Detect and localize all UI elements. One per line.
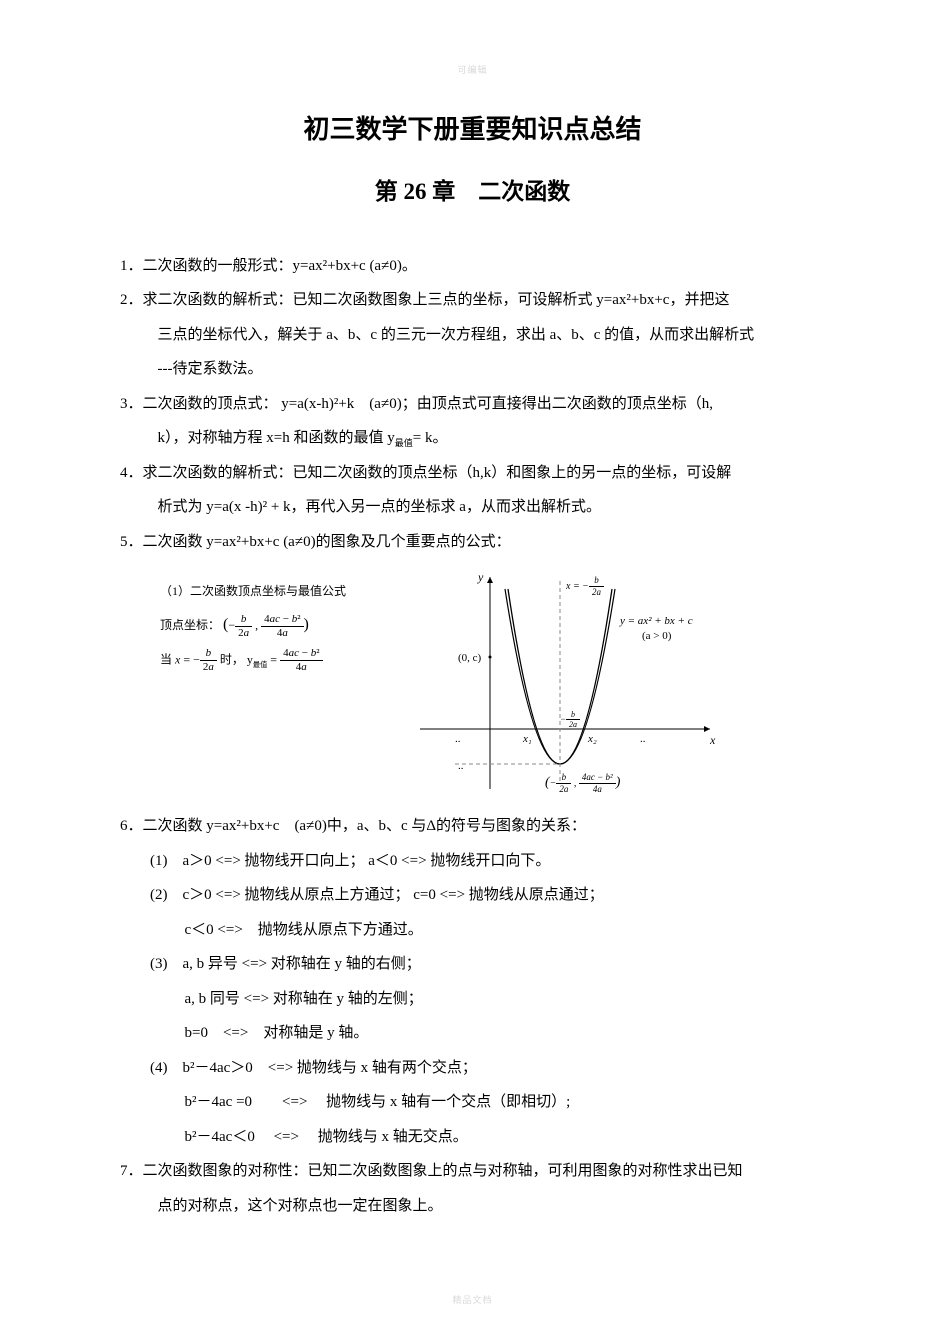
point-3b-text: k），对称轴方程 x=h 和函数的最值 y	[158, 430, 395, 446]
point-3-cont: k），对称轴方程 x=h 和函数的最值 y最值= k。	[120, 421, 825, 456]
point-3b-sub: 最值	[395, 438, 413, 448]
watermark-bottom: 精品文档	[452, 1290, 492, 1311]
point-4-cont: 析式为 y=a(x -h)² + k，再代入另一点的坐标求 a，从而求出解析式。	[120, 490, 825, 525]
dash-vertex: ..	[458, 760, 464, 772]
eq-sign: =	[270, 653, 277, 667]
y-intercept-label: (0, c)	[458, 652, 482, 664]
point-6-4c: b²－4ac＜0 <=> 抛物线与 x 轴无交点。	[120, 1120, 825, 1155]
x-axis-label: x	[709, 733, 716, 747]
point-6: 6．二次函数 y=ax²+bx+c (a≠0)中，a、b、c 与Δ的符号与图象的…	[120, 809, 825, 844]
formula-caption: （1）二次函数顶点坐标与最值公式	[160, 579, 400, 603]
point-6-3b: a, b 同号 <=> 对称轴在 y 轴的左侧；	[120, 982, 825, 1017]
point-6-4b: b²－4ac =0 <=> 抛物线与 x 轴有一个交点（即相切）;	[120, 1085, 825, 1120]
watermark-top: 可编辑	[457, 60, 487, 81]
point-6-4: (4) b²－4ac＞0 <=> 抛物线与 x 轴有两个交点；	[120, 1051, 825, 1086]
dash-right: ..	[640, 733, 646, 745]
point-6-2b: c＜0 <=> 抛物线从原点下方通过。	[120, 913, 825, 948]
point-3b-tail: = k。	[413, 430, 448, 446]
point-2-cont2: ---待定系数法。	[120, 352, 825, 387]
diagram-block: （1）二次函数顶点坐标与最值公式 顶点坐标： (−b2a , 4ac − b²4…	[160, 569, 825, 799]
formula-box: （1）二次函数顶点坐标与最值公式 顶点坐标： (−b2a , 4ac − b²4…	[160, 569, 400, 680]
chapter-title: 第 26 章 二次函数	[120, 166, 825, 219]
point-6-3c: b=0 <=> 对称轴是 y 轴。	[120, 1016, 825, 1051]
point-7: 7．二次函数图象的对称性：已知二次函数图象上的点与对称轴，可利用图象的对称性求出…	[120, 1154, 825, 1189]
curve-label-1: y = ax² + bx + c	[619, 615, 693, 627]
y-sub: 最值	[253, 661, 267, 669]
vertex-formula: 顶点坐标： (−b2a , 4ac − b²4a)	[160, 609, 400, 641]
y-axis-label: y	[477, 570, 484, 584]
dash-left: ..	[455, 733, 461, 745]
point-7-cont: 点的对称点，这个对称点也一定在图象上。	[120, 1189, 825, 1224]
page-title: 初三数学下册重要知识点总结	[120, 100, 825, 160]
x1-label: x₁	[522, 733, 532, 745]
point-1: 1．二次函数的一般形式：y=ax²+bx+c (a≠0)。	[120, 249, 825, 284]
when-label: 当	[160, 653, 172, 667]
extremum-formula: 当 x = −b2a 时， y最值 = 4ac − b²4a	[160, 647, 400, 674]
point-3: 3．二次函数的顶点式： y=a(x-h)²+k (a≠0)；由顶点式可直接得出二…	[120, 387, 825, 422]
when-tail: 时，	[220, 653, 244, 667]
curve-label-2: (a > 0)	[642, 630, 672, 642]
point-6-1: (1) a＞0 <=> 抛物线开口向上； a＜0 <=> 抛物线开口向下。	[120, 844, 825, 879]
point-5: 5．二次函数 y=ax²+bx+c (a≠0)的图象及几个重要点的公式：	[120, 525, 825, 560]
point-6-3: (3) a, b 异号 <=> 对称轴在 y 轴的右侧；	[120, 947, 825, 982]
point-2-cont: 三点的坐标代入，解关于 a、b、c 的三元一次方程组，求出 a、b、c 的值，从…	[120, 318, 825, 353]
point-2: 2．求二次函数的解析式：已知二次函数图象上三点的坐标，可设解析式 y=ax²+b…	[120, 283, 825, 318]
parabola-graph: x y (0, c) x₁ x₂ .. .. .. y = ax²	[410, 569, 720, 799]
point-6-2: (2) c＞0 <=> 抛物线从原点上方通过； c=0 <=> 抛物线从原点通过…	[120, 878, 825, 913]
point-4: 4．求二次函数的解析式：已知二次函数的顶点坐标（h,k）和图象上的另一点的坐标，…	[120, 456, 825, 491]
vertex-label: 顶点坐标：	[160, 618, 220, 632]
